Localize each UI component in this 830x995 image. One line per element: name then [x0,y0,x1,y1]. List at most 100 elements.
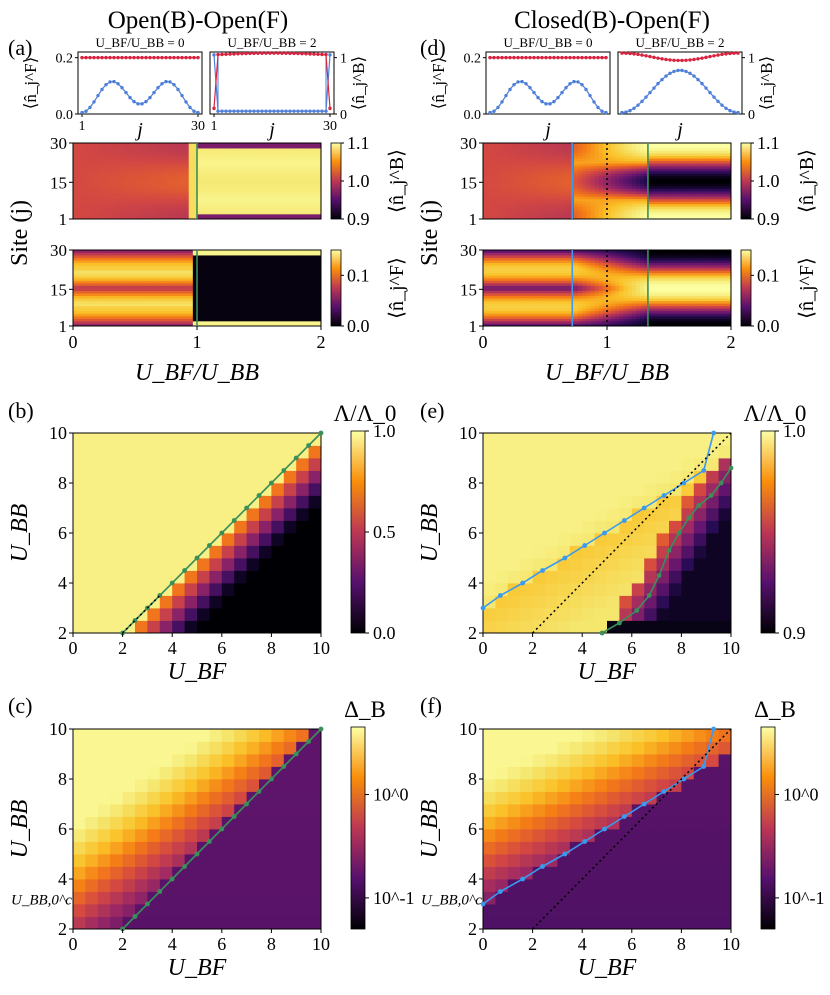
heatmap-cell [143,186,148,189]
heatmap-cell [172,168,177,172]
heatmap-cell [304,265,309,269]
heatmap-cell [184,280,190,284]
heatmap-cell [135,252,140,256]
heatmap-cell [279,308,285,312]
heatmap-cell [147,280,152,284]
heatmap-cell [135,206,140,210]
heatmap-cell [578,170,583,174]
heatmap-cell [316,143,322,146]
heatmap-cell [582,143,587,146]
heatmap-cell [230,277,235,281]
heatmap-cell [97,250,103,253]
data-point-boson [500,55,504,60]
heatmap-cell [304,181,309,184]
heatmap-cell [155,170,161,174]
heatmap-cell [172,186,177,189]
heatmap-cell [516,153,521,157]
heatmap-cell [106,290,111,294]
heatmap-cell [623,155,629,159]
heatmap-cell [540,153,546,157]
heatmap-cell [139,203,144,207]
data-point-boson [192,55,196,60]
heatmap-cell [85,303,90,307]
heatmap-cell [271,308,276,312]
heatmap-cell [168,148,173,151]
heatmap-cell [201,267,206,271]
heatmap-cell [267,323,272,327]
heatmap-cell [139,160,144,164]
heatmap-cell [180,175,185,179]
heatmap-cell [159,295,165,299]
heatmap-cell [163,265,169,269]
heatmap-cell [184,277,190,281]
heatmap-cell [163,303,169,307]
heatmap-cell [279,252,285,256]
data-point-boson [116,55,120,60]
heatmap-cell [259,155,264,159]
heatmap-cell [85,148,90,151]
heatmap-cell [143,290,148,294]
heatmap-cell [287,323,293,327]
heatmap-cell [159,178,165,182]
heatmap-cell [242,295,247,299]
heatmap-cell [192,165,198,169]
heatmap-cell [553,186,558,189]
heatmap-cell [511,211,517,215]
heatmap-cell [180,178,185,182]
heatmap-cell [503,188,509,192]
heatmap-cell [283,310,289,314]
heatmap-cell [300,315,305,319]
heatmap-cell [234,188,239,192]
heatmap-cell [130,181,136,184]
heatmap-cell [545,208,550,212]
heatmap-cell [300,267,305,271]
heatmap-cell [159,280,165,284]
heatmap-cell [225,265,231,269]
heatmap-cell [135,196,140,200]
heatmap-cell [130,173,136,177]
heatmap-cell [611,183,616,187]
heatmap-cell [85,181,90,184]
heatmap-cell [250,216,256,220]
heatmap-cell [304,252,309,256]
heatmap-cell [168,295,173,299]
heatmap-cell [259,280,264,284]
data-point-fermion [260,109,264,113]
heatmap-cell [312,252,318,256]
heatmap-cell [168,275,173,279]
heatmap-cell [623,173,629,177]
heatmap-cell [147,173,152,177]
heatmap-cell [101,150,107,154]
heatmap-cell [279,148,285,151]
heatmap-cell [155,155,161,159]
heatmap-cell [312,313,318,317]
heatmap-cell [528,213,533,217]
heatmap-cell [275,265,281,269]
heatmap-cell [73,198,78,202]
heatmap-cell [163,193,169,197]
heatmap-cell [118,158,123,162]
heatmap-cell [578,216,583,220]
heatmap-cell [225,310,231,314]
heatmap-cell [147,255,152,258]
heatmap-cell [147,196,152,200]
heatmap-cell [73,318,78,322]
heatmap-cell [271,186,276,189]
heatmap-cell [130,257,136,261]
heatmap-cell [106,257,111,261]
heatmap-cell [561,216,567,220]
heatmap-cell [611,196,616,200]
heatmap-cell [234,313,239,317]
heatmap-cell [275,158,281,162]
data-point-fermion [232,109,236,113]
heatmap-cell [81,198,86,202]
heatmap-cell [296,308,301,312]
heatmap-cell [499,158,505,162]
heatmap-cell [197,191,202,195]
heatmap-cell [250,315,256,319]
heatmap-cell [180,150,185,154]
heatmap-cell [312,303,318,307]
heatmap-cell [263,293,268,296]
heatmap-cell [217,313,223,317]
heatmap-cell [520,213,525,217]
